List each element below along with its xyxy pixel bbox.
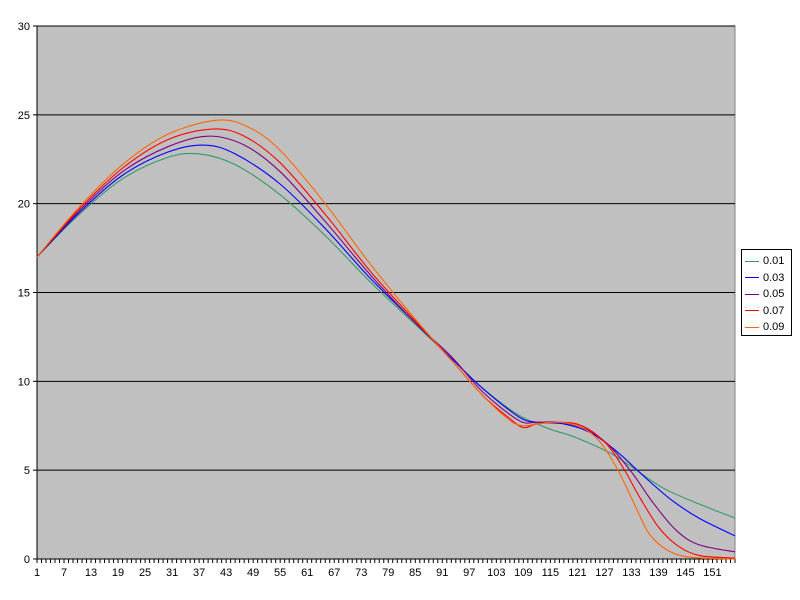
x-tick-label: 19 [112, 567, 124, 579]
series-line-0.03 [36, 144, 736, 537]
y-tick-label: 20 [18, 199, 30, 211]
x-tick-label: 43 [220, 567, 232, 579]
legend-label: 0.07 [763, 304, 785, 317]
x-tick-label: 7 [61, 567, 67, 579]
y-axis-ticks: 0 5 10 15 20 25 30 [18, 21, 37, 566]
x-tick-label: 127 [595, 567, 613, 579]
series-line-0.09 [36, 119, 736, 560]
x-tick-label: 115 [542, 567, 560, 579]
legend-item: 0.01 [745, 253, 791, 270]
x-tick-label: 133 [622, 567, 640, 579]
x-tick-label: 103 [487, 567, 505, 579]
x-tick-label: 13 [85, 567, 97, 579]
x-tick-label: 55 [274, 567, 286, 579]
y-tick-label: 5 [24, 465, 30, 477]
y-tick-label: 30 [18, 21, 30, 33]
legend-label: 0.03 [763, 271, 785, 284]
series-lines [36, 119, 736, 560]
legend-swatch [745, 277, 759, 279]
legend-label: 0.09 [763, 321, 785, 334]
x-tick-label: 139 [649, 567, 667, 579]
x-tick-label: 37 [193, 567, 205, 579]
legend-item: 0.07 [745, 303, 791, 320]
x-tick-label: 31 [166, 567, 178, 579]
legend-item: 0.05 [745, 286, 791, 303]
series-line-0.05 [36, 135, 736, 553]
x-tick-label: 121 [568, 567, 586, 579]
y-tick-label: 15 [18, 288, 30, 300]
x-tick-label: 49 [247, 567, 259, 579]
legend-label: 0.05 [763, 288, 785, 301]
legend-item: 0.03 [745, 270, 791, 287]
x-tick-label: 91 [436, 567, 448, 579]
legend: 0.01 0.03 0.05 0.07 0.09 [741, 249, 792, 336]
legend-swatch [745, 293, 759, 295]
legend-item: 0.09 [745, 319, 791, 336]
y-tick-label: 0 [24, 554, 30, 566]
x-tick-label: 85 [409, 567, 421, 579]
x-tick-label: 67 [328, 567, 340, 579]
x-axis-ticks: 1 7 13 19 25 31 37 43 49 55 61 67 73 79 85 91 97 103 109 11… [34, 559, 736, 579]
x-tick-label: 1 [34, 567, 40, 579]
legend-swatch [745, 326, 759, 328]
legend-label: 0.01 [763, 255, 785, 268]
x-tick-label: 151 [703, 567, 721, 579]
x-tick-label: 25 [139, 567, 151, 579]
y-tick-label: 10 [18, 376, 30, 388]
series-line-0.01 [36, 152, 736, 519]
gridlines [37, 25, 735, 471]
legend-swatch [745, 310, 759, 312]
legend-swatch [745, 260, 759, 262]
y-tick-label: 25 [18, 110, 30, 122]
x-tick-label: 109 [514, 567, 532, 579]
x-tick-label: 73 [355, 567, 367, 579]
x-tick-label: 79 [382, 567, 394, 579]
x-tick-label: 61 [301, 567, 313, 579]
x-tick-label: 97 [463, 567, 475, 579]
x-tick-label: 145 [676, 567, 694, 579]
